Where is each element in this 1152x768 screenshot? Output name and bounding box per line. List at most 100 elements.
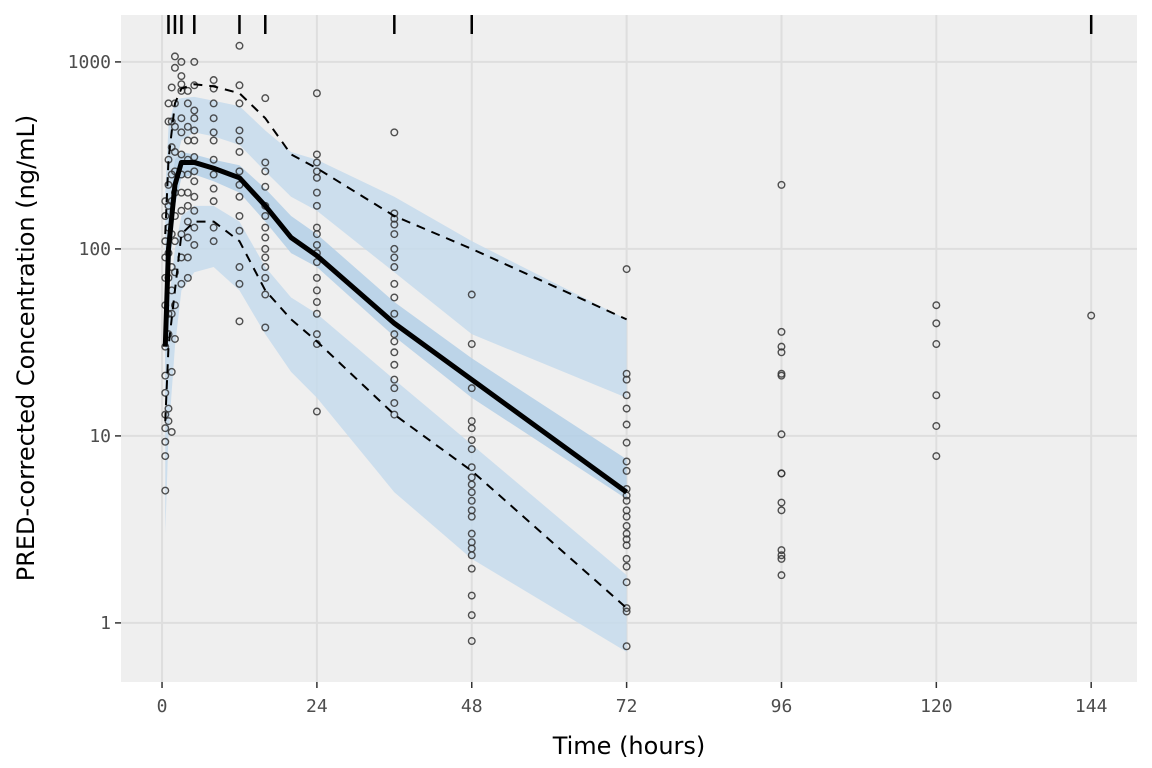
observation-point — [467, 529, 476, 538]
observation-point — [467, 637, 476, 646]
observation-point — [261, 273, 270, 282]
observation-point — [622, 404, 631, 413]
observation-point — [183, 273, 192, 282]
observation-point — [622, 420, 631, 429]
observation-point — [183, 99, 192, 108]
observation-point — [622, 512, 631, 521]
observation-point — [261, 233, 270, 242]
observation-point — [622, 438, 631, 447]
observation-point — [312, 273, 321, 282]
observation-point — [312, 188, 321, 197]
observation-point — [235, 317, 244, 326]
observation-point — [209, 197, 218, 206]
observation-point — [390, 220, 399, 229]
observation-point — [209, 128, 218, 137]
observation-point — [235, 136, 244, 145]
observation-point — [467, 551, 476, 560]
observation-point — [390, 410, 399, 419]
median-line — [162, 159, 629, 495]
confidence-band — [165, 205, 627, 652]
observation-point — [164, 117, 173, 126]
x-tick-label: 72 — [616, 696, 638, 717]
observation-point — [209, 237, 218, 246]
observation-point — [209, 184, 218, 193]
observation-point — [777, 498, 786, 507]
observation-point — [622, 562, 631, 571]
observation-point — [261, 223, 270, 232]
observation-point — [167, 143, 176, 152]
observation-point — [467, 290, 476, 299]
observation-point — [235, 147, 244, 156]
y-tick-label: 100 — [78, 239, 111, 260]
observation-point — [622, 521, 631, 530]
observation-point — [261, 253, 270, 262]
observation-point — [467, 463, 476, 472]
observation-point — [312, 158, 321, 167]
observation-point — [161, 388, 170, 397]
observation-point — [190, 114, 199, 123]
observation-point — [390, 398, 399, 407]
observation-point — [167, 367, 176, 376]
observation-point — [312, 240, 321, 249]
observation-point — [312, 298, 321, 307]
observation-point — [190, 167, 199, 176]
x-tick-label: 0 — [157, 696, 168, 717]
observation-point — [170, 334, 179, 343]
observation-point — [467, 611, 476, 620]
x-tick-label: 48 — [461, 696, 483, 717]
observation-point — [622, 491, 631, 500]
observation-point — [190, 206, 199, 215]
observation-point — [167, 117, 176, 126]
observation-point — [161, 424, 170, 433]
observation-point — [261, 158, 270, 167]
observation-point — [161, 437, 170, 446]
observation-point — [390, 375, 399, 384]
percentile-line — [164, 83, 628, 321]
confidence-band — [165, 96, 627, 398]
observation-point — [622, 466, 631, 475]
observation-point — [190, 223, 199, 232]
x-tick-label: 120 — [920, 696, 953, 717]
observation-point — [390, 337, 399, 346]
observation-point — [167, 427, 176, 436]
observation-point — [390, 293, 399, 302]
observation-point — [390, 128, 399, 137]
observation-point — [312, 407, 321, 416]
observation-point — [312, 309, 321, 318]
observation-point — [390, 279, 399, 288]
observation-point — [177, 72, 186, 81]
y-tick-label: 1000 — [68, 52, 111, 73]
observation-point — [312, 150, 321, 159]
observation-point — [177, 57, 186, 66]
x-tick-label: 144 — [1075, 696, 1108, 717]
observation-point — [209, 84, 218, 93]
observation-point — [390, 263, 399, 272]
observation-point — [390, 360, 399, 369]
observation-point — [261, 263, 270, 272]
observation-point — [261, 323, 270, 332]
observation-point — [183, 122, 192, 131]
observation-point — [777, 506, 786, 515]
observation-point — [177, 206, 186, 215]
observation-point — [261, 290, 270, 299]
observation-point — [312, 330, 321, 339]
observation-point — [467, 384, 476, 393]
observation-point — [190, 192, 199, 201]
observation-point — [177, 114, 186, 123]
observation-point — [164, 404, 173, 413]
x-tick-label: 96 — [771, 696, 793, 717]
observation-point — [777, 430, 786, 439]
observation-point — [312, 286, 321, 295]
observation-point — [777, 342, 786, 351]
observation-point — [235, 263, 244, 272]
observation-point — [390, 309, 399, 318]
observation-point — [177, 150, 186, 159]
observation-point — [932, 340, 941, 349]
observation-point — [261, 94, 270, 103]
observation-point — [390, 244, 399, 253]
observation-point — [183, 201, 192, 210]
observation-point — [183, 217, 192, 226]
observation-point — [777, 551, 786, 560]
